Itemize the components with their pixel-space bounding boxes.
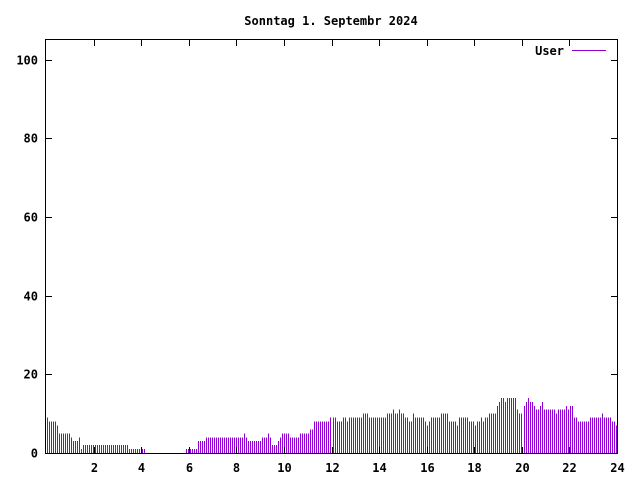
y-tick-label: 0 (31, 447, 38, 461)
x-tick-label: 8 (233, 461, 240, 475)
y-tick-label: 40 (24, 290, 38, 304)
legend: User (535, 44, 606, 58)
y-tick-label: 100 (16, 54, 38, 68)
x-tick-label: 24 (610, 461, 624, 475)
x-tick-label: 12 (325, 461, 339, 475)
x-tick-label: 14 (372, 461, 386, 475)
x-tick-label: 16 (420, 461, 434, 475)
chart-title: Sonntag 1. Septembr 2024 (244, 14, 417, 28)
x-tick-label: 4 (138, 461, 145, 475)
x-tick-label: 2 (91, 461, 98, 475)
legend-label-user: User (535, 44, 564, 58)
x-tick-label: 18 (467, 461, 481, 475)
x-tick-label: 6 (186, 461, 193, 475)
bars-layer (47, 397, 617, 453)
y-tick-label: 60 (24, 211, 38, 225)
y-tick-label: 80 (24, 132, 38, 146)
x-tick-label: 20 (515, 461, 529, 475)
x-tick-label: 10 (277, 461, 291, 475)
plot-frame (45, 39, 618, 454)
x-tick-label: 22 (562, 461, 576, 475)
y-tick-label: 20 (24, 368, 38, 382)
